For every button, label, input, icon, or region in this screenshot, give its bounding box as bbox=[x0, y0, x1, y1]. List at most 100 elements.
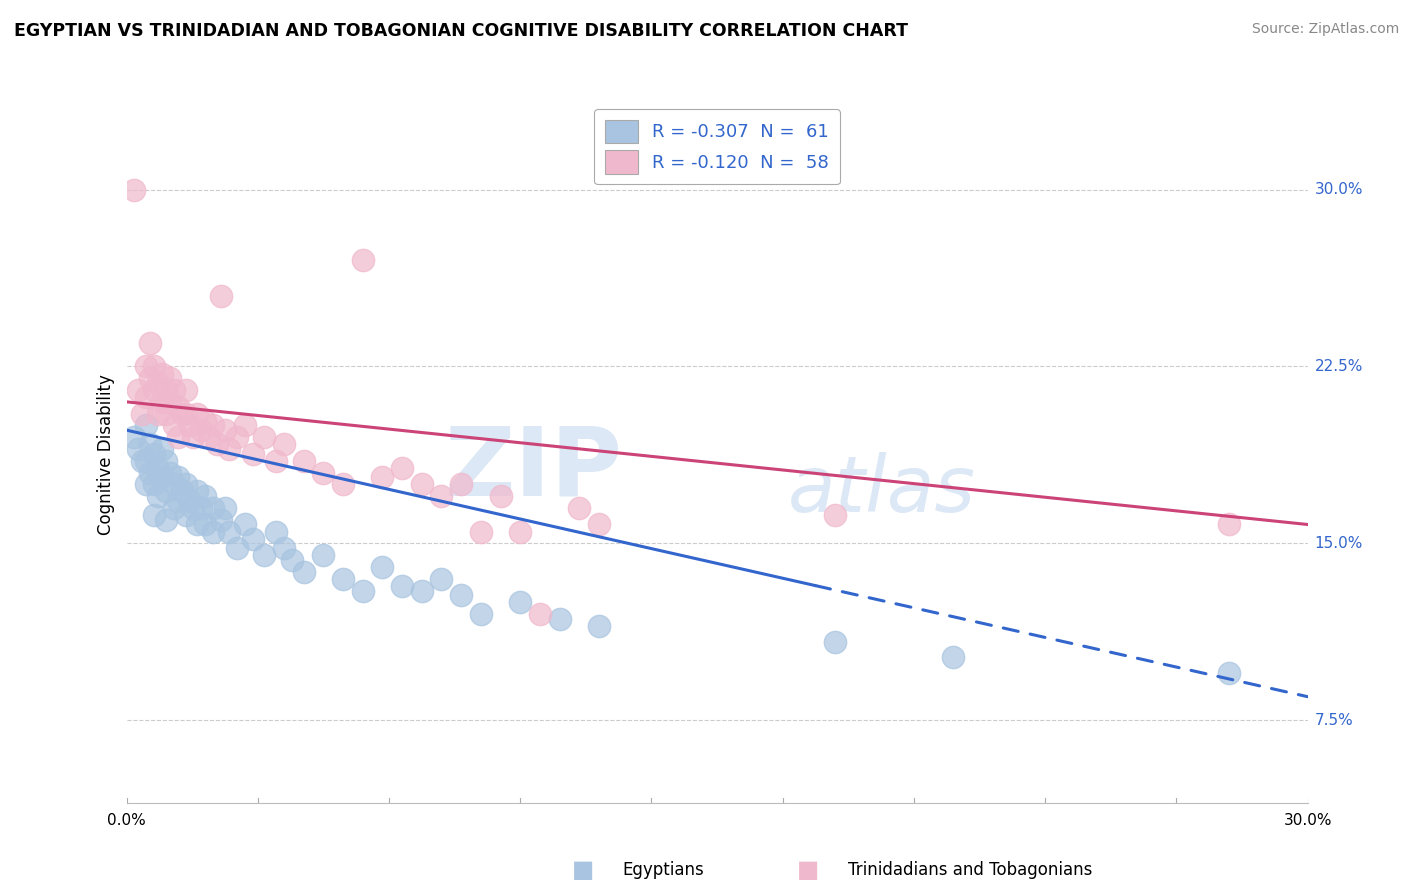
Point bbox=[139, 466, 162, 480]
Point bbox=[186, 484, 208, 499]
Y-axis label: Cognitive Disability: Cognitive Disability bbox=[97, 375, 115, 535]
Point bbox=[218, 524, 240, 539]
Point bbox=[143, 508, 166, 522]
Point bbox=[198, 430, 221, 444]
Point bbox=[135, 418, 157, 433]
Point bbox=[190, 500, 212, 515]
Point bbox=[214, 423, 236, 437]
Point bbox=[131, 454, 153, 468]
Point bbox=[174, 383, 197, 397]
Text: 30.0%: 30.0% bbox=[1315, 182, 1362, 197]
Text: 15.0%: 15.0% bbox=[1315, 536, 1362, 551]
Point bbox=[139, 371, 162, 385]
Point bbox=[214, 500, 236, 515]
Point bbox=[155, 407, 177, 421]
Point bbox=[174, 407, 197, 421]
Point bbox=[194, 517, 217, 532]
Point bbox=[273, 541, 295, 555]
Text: 0.0%: 0.0% bbox=[107, 814, 146, 828]
Point bbox=[253, 548, 276, 562]
Point bbox=[155, 383, 177, 397]
Point bbox=[509, 524, 531, 539]
Point bbox=[127, 383, 149, 397]
Point bbox=[174, 477, 197, 491]
Point bbox=[135, 454, 157, 468]
Point bbox=[242, 447, 264, 461]
Point bbox=[135, 477, 157, 491]
Point bbox=[824, 635, 846, 649]
Point bbox=[163, 477, 186, 491]
Point bbox=[150, 395, 173, 409]
Point bbox=[225, 430, 247, 444]
Point bbox=[1218, 666, 1240, 681]
Point bbox=[166, 470, 188, 484]
Point bbox=[155, 484, 177, 499]
Text: ZIP: ZIP bbox=[444, 422, 623, 516]
Point bbox=[124, 183, 146, 197]
Text: Trinidadians and Tobagonians: Trinidadians and Tobagonians bbox=[848, 861, 1092, 879]
Point bbox=[430, 572, 453, 586]
Text: ■: ■ bbox=[572, 858, 595, 881]
Point bbox=[352, 253, 374, 268]
Point bbox=[166, 430, 188, 444]
Point bbox=[186, 517, 208, 532]
Point bbox=[233, 517, 256, 532]
Text: ■: ■ bbox=[797, 858, 820, 881]
Point bbox=[131, 407, 153, 421]
Point bbox=[166, 400, 188, 414]
Point bbox=[281, 553, 304, 567]
Point bbox=[312, 548, 335, 562]
Point bbox=[159, 466, 181, 480]
Point bbox=[202, 500, 225, 515]
Text: 22.5%: 22.5% bbox=[1315, 359, 1362, 374]
Point bbox=[174, 508, 197, 522]
Point bbox=[205, 437, 228, 451]
Legend: R = -0.307  N =  61, R = -0.120  N =  58: R = -0.307 N = 61, R = -0.120 N = 58 bbox=[595, 109, 839, 185]
Point bbox=[124, 430, 146, 444]
Point bbox=[292, 565, 315, 579]
Point bbox=[150, 367, 173, 381]
Point bbox=[159, 395, 181, 409]
Point bbox=[233, 418, 256, 433]
Point bbox=[179, 418, 201, 433]
Point bbox=[135, 390, 157, 404]
Text: EGYPTIAN VS TRINIDADIAN AND TOBAGONIAN COGNITIVE DISABILITY CORRELATION CHART: EGYPTIAN VS TRINIDADIAN AND TOBAGONIAN C… bbox=[14, 22, 908, 40]
Point bbox=[186, 407, 208, 421]
Point bbox=[139, 437, 162, 451]
Point bbox=[470, 607, 492, 621]
Point bbox=[146, 376, 169, 390]
Point bbox=[548, 612, 571, 626]
Point bbox=[194, 489, 217, 503]
Point bbox=[166, 494, 188, 508]
Point bbox=[391, 579, 413, 593]
Point bbox=[202, 524, 225, 539]
Point bbox=[170, 484, 193, 499]
Point bbox=[209, 513, 232, 527]
Point bbox=[194, 414, 217, 428]
Point bbox=[273, 437, 295, 451]
Text: 30.0%: 30.0% bbox=[1284, 814, 1331, 828]
Point bbox=[179, 494, 201, 508]
Point bbox=[312, 466, 335, 480]
Point bbox=[225, 541, 247, 555]
Point bbox=[411, 583, 433, 598]
Text: Egyptians: Egyptians bbox=[623, 861, 704, 879]
Point bbox=[139, 335, 162, 350]
Point bbox=[942, 649, 965, 664]
Point bbox=[143, 383, 166, 397]
Point bbox=[146, 407, 169, 421]
Point bbox=[470, 524, 492, 539]
Point bbox=[143, 477, 166, 491]
Text: atlas: atlas bbox=[787, 451, 976, 528]
Point bbox=[391, 461, 413, 475]
Point bbox=[489, 489, 512, 503]
Point bbox=[588, 619, 610, 633]
Point bbox=[332, 477, 354, 491]
Text: 7.5%: 7.5% bbox=[1315, 713, 1354, 728]
Point bbox=[588, 517, 610, 532]
Point bbox=[163, 500, 186, 515]
Point bbox=[371, 470, 394, 484]
Point bbox=[143, 447, 166, 461]
Point bbox=[143, 359, 166, 374]
Point bbox=[264, 454, 287, 468]
